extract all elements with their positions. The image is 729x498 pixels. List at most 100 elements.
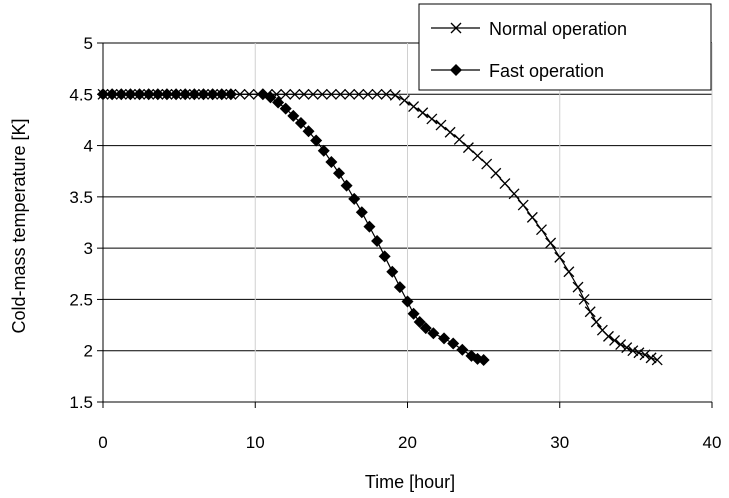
series-1-point-49 (545, 237, 557, 249)
series-2-point-30 (371, 234, 384, 247)
series-1-point-42 (481, 158, 493, 170)
series-2-point-34 (401, 295, 414, 308)
series-1-point-62 (633, 347, 645, 359)
series-1-line (103, 93, 658, 361)
y-tick-label-2: 2 (84, 342, 93, 361)
axes (97, 42, 713, 408)
series-1-point-40 (462, 142, 474, 154)
legend-label-1: Normal operation (489, 19, 627, 39)
series-2-point-38 (427, 327, 440, 340)
series-2-point-37 (419, 322, 432, 335)
series-2-point-13 (215, 88, 228, 101)
series-1-point-47 (526, 211, 538, 223)
series-1-point-51 (563, 266, 575, 278)
series-2-point-26 (340, 179, 353, 192)
series-2-point-25 (332, 167, 345, 180)
x-tick-label-10: 10 (246, 433, 265, 452)
series-2-point-33 (393, 281, 406, 294)
series-2-point-31 (378, 250, 391, 263)
series-2-point-39 (438, 332, 451, 345)
series-1-point-23 (307, 88, 319, 100)
series-2-point-10 (188, 88, 201, 101)
series-1-point-35 (417, 107, 429, 119)
series-2-point-19 (287, 109, 300, 122)
series-2-point-0 (97, 88, 109, 101)
series-2-point-9 (179, 88, 192, 101)
series-2-line (103, 93, 484, 361)
series-2-point-12 (206, 88, 219, 101)
series-1-point-39 (453, 133, 465, 145)
series-2-point-28 (355, 206, 368, 219)
series-1-point-59 (615, 339, 627, 351)
legend: Normal operation Fast operation (418, 3, 712, 91)
series-2-point-18 (279, 102, 292, 115)
y-tick-label-4: 4 (84, 137, 93, 156)
series-2-point-23 (317, 144, 330, 157)
x-tick-label-30: 30 (550, 433, 569, 452)
series-2-point-36 (413, 315, 426, 328)
series-2-point-5 (142, 88, 155, 101)
series-1-point-52 (572, 281, 584, 293)
y-tick-label-4.5: 4.5 (69, 85, 93, 104)
series-1-point-33 (398, 94, 410, 106)
series-1-point-20 (280, 88, 292, 100)
series-1-point-32 (389, 89, 401, 101)
series-2-point-4 (133, 88, 146, 101)
series-2-point-8 (170, 88, 183, 101)
series-2-point-35 (407, 307, 420, 320)
series-2-point-16 (264, 91, 277, 104)
series-2-point-44 (477, 353, 490, 366)
tick-labels: 1.5 2 2.5 3 3.5 4 4.5 5 0 10 20 30 40 (69, 34, 721, 452)
series-1-point-24 (316, 88, 328, 100)
series-1-point-34 (408, 101, 420, 113)
series-2-point-1 (106, 88, 119, 101)
y-tick-label-3: 3 (84, 239, 93, 258)
series-1-point-36 (426, 113, 438, 125)
series-2-point-3 (124, 88, 137, 101)
legend-marker-2 (450, 64, 462, 76)
y-tick-label-1.5: 1.5 (69, 393, 93, 412)
series-2 (97, 88, 490, 366)
series-1-point-58 (609, 334, 621, 346)
series-2-point-22 (310, 134, 323, 147)
series-1-point-45 (508, 188, 520, 200)
series-2-point-41 (456, 343, 469, 356)
series-2-point-32 (386, 265, 399, 278)
series-1-point-28 (353, 88, 365, 100)
series-1-point-53 (578, 293, 590, 305)
series-1-point-27 (344, 88, 356, 100)
y-axis-label: Cold-mass temperature [K] (9, 118, 29, 333)
series-1-point-29 (362, 88, 374, 100)
series-1-point-54 (584, 306, 596, 318)
y-tick-label-5: 5 (84, 34, 93, 53)
series-1-point-65 (651, 354, 663, 366)
series-1 (97, 88, 663, 366)
y-tick-label-3.5: 3.5 (69, 188, 93, 207)
series-2-point-11 (197, 88, 210, 101)
series-1-point-41 (472, 150, 483, 162)
series-1-point-43 (490, 167, 502, 179)
series-2-point-21 (302, 125, 315, 138)
legend-box (418, 3, 712, 91)
series-2-point-2 (115, 88, 128, 101)
series-1-point-25 (325, 88, 337, 100)
series-1-point-38 (444, 126, 456, 138)
series-1-point-55 (590, 316, 602, 328)
legend-marker-1 (450, 22, 462, 34)
series-1-point-48 (536, 224, 547, 236)
series-1-point-44 (499, 178, 511, 189)
series-2-point-20 (294, 117, 307, 130)
x-tick-label-40: 40 (703, 433, 722, 452)
series-2-point-14 (224, 88, 237, 101)
series-1-point-60 (621, 342, 633, 354)
series-2-point-24 (325, 155, 338, 168)
series-1-point-57 (603, 330, 614, 342)
series-1-point-22 (298, 88, 310, 100)
series-1-point-64 (645, 352, 657, 364)
series-1-point-61 (627, 345, 639, 357)
series-2-point-29 (363, 220, 376, 233)
series-1-point-37 (435, 119, 447, 131)
series-1-point-30 (371, 88, 383, 100)
series-2-point-40 (447, 337, 460, 350)
